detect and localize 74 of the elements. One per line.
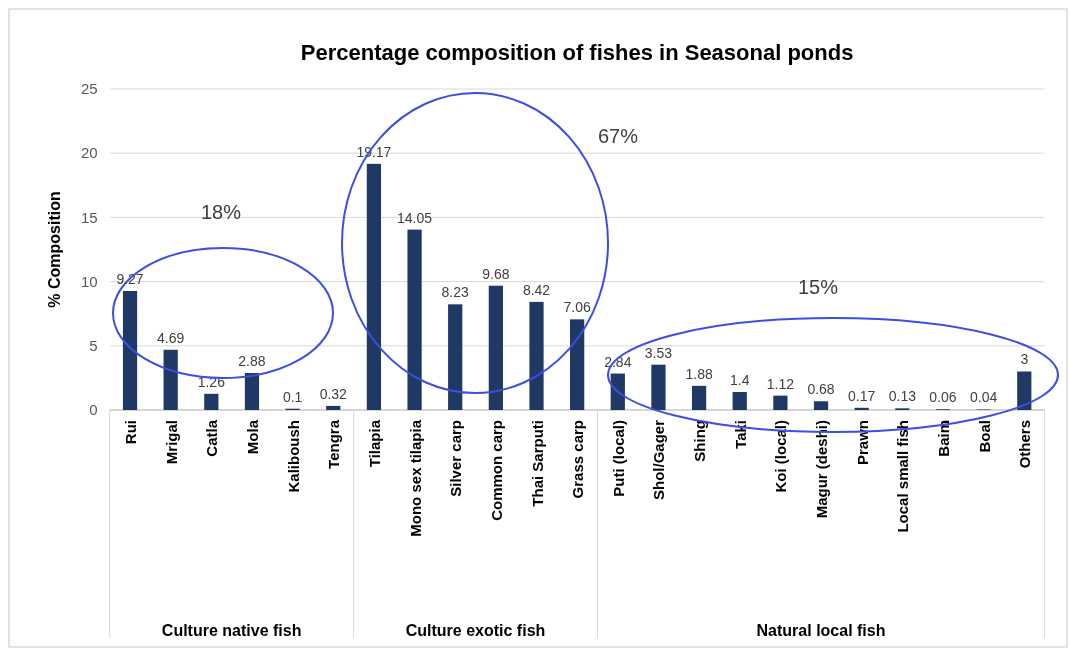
bar bbox=[488, 285, 503, 410]
y-axis-title: % Composition bbox=[46, 191, 63, 308]
data-label: 3 bbox=[1020, 351, 1029, 368]
annotation: 15% bbox=[797, 276, 839, 298]
data-label: 0.17 bbox=[848, 387, 876, 404]
x-tick-label: Baim bbox=[934, 420, 952, 457]
x-tick-label: Catla bbox=[203, 419, 221, 457]
x-tick-label: Prawn bbox=[853, 420, 871, 466]
bar bbox=[529, 301, 544, 410]
bar bbox=[732, 392, 747, 410]
bar bbox=[1017, 371, 1032, 410]
x-tick-label: Mola bbox=[243, 419, 261, 455]
data-label: 0.04 bbox=[970, 389, 998, 406]
data-label: 8.42 bbox=[522, 281, 551, 298]
x-tick-label: Rui bbox=[122, 420, 140, 445]
data-label: 2.88 bbox=[238, 353, 266, 370]
data-label: 3.53 bbox=[644, 344, 673, 361]
data-label: 0.1 bbox=[282, 388, 303, 405]
y-tick-label: 0 bbox=[89, 401, 98, 419]
y-tick-label: 15 bbox=[81, 208, 98, 226]
x-tick-label: Magur (deshi) bbox=[813, 420, 831, 519]
data-label: 1.4 bbox=[730, 372, 750, 389]
x-tick-label: Shol/Gager bbox=[650, 419, 668, 501]
bar bbox=[244, 373, 260, 410]
annotation: 18% bbox=[200, 201, 242, 223]
bar bbox=[854, 407, 869, 410]
bar bbox=[570, 319, 585, 410]
bar bbox=[773, 395, 788, 410]
x-tick-label: Others bbox=[1016, 420, 1034, 469]
bar bbox=[122, 290, 138, 410]
bar bbox=[691, 385, 707, 410]
data-label: 1.88 bbox=[685, 365, 713, 382]
bar bbox=[813, 401, 829, 410]
chart-title: Percentage composition of fishes in Seasonal ponds bbox=[300, 40, 854, 65]
y-tick-label: 10 bbox=[81, 272, 98, 290]
data-label: 0.32 bbox=[319, 385, 348, 402]
y-tick-label: 25 bbox=[81, 80, 98, 98]
y-tick-label: 5 bbox=[89, 337, 98, 355]
x-tick-label: Shing bbox=[691, 420, 709, 462]
text: Culture native fish bbox=[161, 622, 302, 639]
bar bbox=[610, 373, 625, 410]
x-tick-label: Silver carp bbox=[447, 420, 465, 497]
data-label: 14.05 bbox=[397, 209, 433, 226]
x-tick-label: Puti (local) bbox=[609, 420, 627, 497]
data-label: 8.23 bbox=[441, 284, 470, 301]
x-tick-label: Common carp bbox=[487, 420, 505, 521]
bar bbox=[326, 405, 341, 410]
data-label: 4.69 bbox=[157, 329, 185, 346]
bar bbox=[163, 349, 178, 410]
data-label: 0.06 bbox=[929, 389, 957, 406]
data-label: 0.68 bbox=[807, 381, 835, 398]
x-tick-label: Mono sex tilapia bbox=[406, 419, 424, 537]
x-tick-label: Boal bbox=[975, 420, 993, 453]
annotation: 67% bbox=[597, 125, 639, 147]
x-tick-label: Grass carp bbox=[569, 420, 587, 499]
x-tick-label: Local small fish bbox=[894, 420, 912, 533]
x-tick-label: Mrigal bbox=[162, 420, 180, 465]
bar bbox=[651, 364, 666, 410]
bar bbox=[448, 304, 463, 410]
x-tick-label: Thai Sarputi bbox=[528, 420, 546, 507]
data-label: 9.68 bbox=[482, 265, 510, 282]
text: Culture exotic fish bbox=[405, 622, 546, 639]
bar bbox=[204, 393, 219, 410]
text: Natural local fish bbox=[756, 622, 886, 639]
data-label: 0.13 bbox=[888, 388, 917, 405]
data-label: 1.12 bbox=[766, 375, 795, 392]
x-tick-label: Tilapia bbox=[365, 419, 383, 468]
data-label: 7.06 bbox=[563, 299, 591, 316]
bar bbox=[366, 163, 382, 410]
x-tick-label: Koi (local) bbox=[772, 420, 790, 493]
bar bbox=[407, 229, 422, 410]
x-tick-label: Tengra bbox=[325, 419, 343, 469]
x-tick-label: Kaliboush bbox=[284, 420, 302, 493]
y-tick-label: 20 bbox=[81, 144, 98, 162]
